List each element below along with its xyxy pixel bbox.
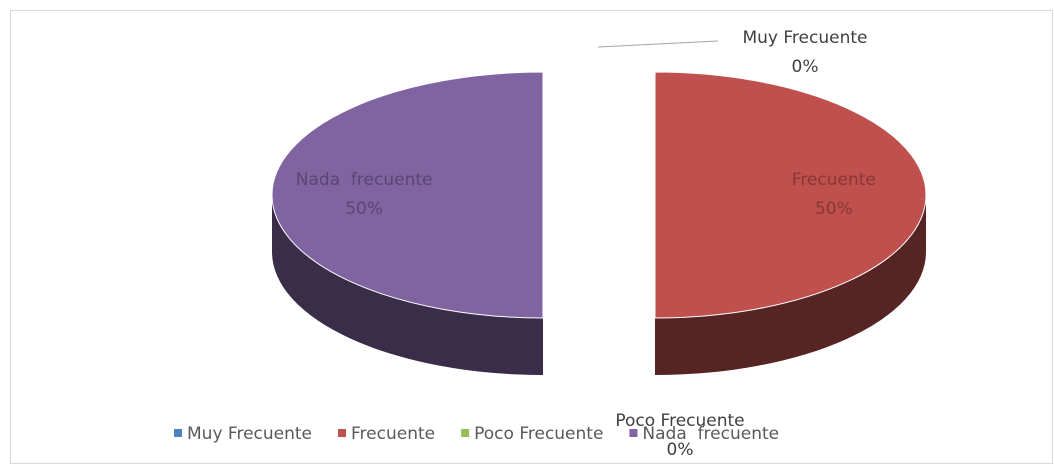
leader-line	[597, 40, 719, 48]
data-label-name: Muy Frecuente	[742, 28, 867, 48]
data-label-name: Nada frecuente	[296, 170, 433, 190]
legend-label: Muy Frecuente	[187, 424, 312, 444]
legend-label: Frecuente	[351, 424, 435, 444]
data-label-name: Poco Frecuente	[615, 411, 744, 431]
data-label-value: 0%	[667, 440, 694, 460]
legend-label: Poco Frecuente	[474, 424, 603, 444]
legend-label: Nada frecuente	[642, 424, 779, 444]
slice	[654, 71, 927, 319]
data-label-name: Frecuente	[792, 170, 876, 190]
data-label-value: 50%	[345, 199, 383, 219]
data-label-value: 50%	[815, 199, 853, 219]
legend-swatch	[338, 429, 347, 437]
legend-swatch	[174, 429, 182, 437]
data-label-value: 0%	[792, 57, 819, 77]
legend-swatch	[629, 429, 638, 437]
slice-side	[655, 195, 926, 375]
slice	[271, 71, 544, 319]
slice-side	[272, 195, 543, 375]
legend-swatch	[461, 429, 470, 437]
